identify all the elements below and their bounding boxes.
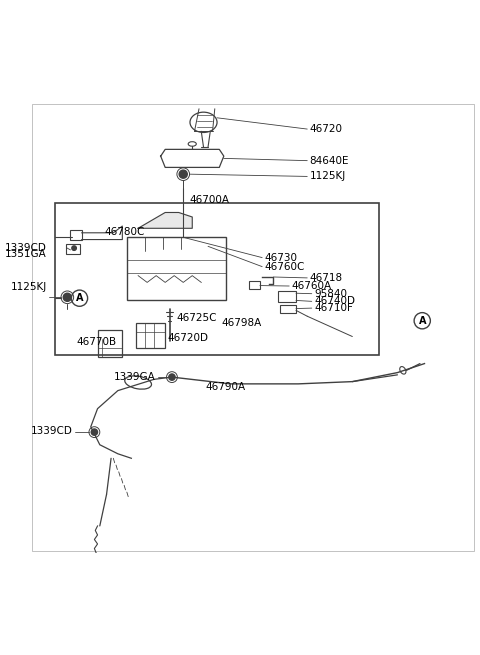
Circle shape <box>179 170 187 178</box>
Bar <box>97 329 122 357</box>
Text: 1339GA: 1339GA <box>113 372 155 382</box>
Text: 84640E: 84640E <box>310 156 349 166</box>
Polygon shape <box>138 212 192 229</box>
Text: 46740D: 46740D <box>314 296 355 307</box>
Circle shape <box>169 374 175 381</box>
Text: 46760C: 46760C <box>264 261 305 272</box>
Bar <box>71 230 82 240</box>
Bar <box>278 291 296 302</box>
Bar <box>136 323 165 348</box>
Text: 46720D: 46720D <box>168 333 208 343</box>
Circle shape <box>91 429 97 436</box>
Text: 46720: 46720 <box>310 124 343 134</box>
Text: 1125KJ: 1125KJ <box>11 282 47 292</box>
Text: 46700A: 46700A <box>189 195 229 205</box>
Text: 46770B: 46770B <box>76 337 116 347</box>
Text: 95840: 95840 <box>314 289 347 299</box>
Bar <box>280 305 296 313</box>
Text: A: A <box>419 316 426 326</box>
Text: 46798A: 46798A <box>222 318 262 328</box>
Text: 1351GA: 1351GA <box>5 250 47 259</box>
Text: 46710F: 46710F <box>314 303 353 313</box>
Text: 1339CD: 1339CD <box>31 426 73 436</box>
Bar <box>249 281 260 289</box>
Bar <box>55 204 379 354</box>
Bar <box>66 244 80 253</box>
Text: 46730: 46730 <box>264 253 298 263</box>
Circle shape <box>63 293 72 301</box>
Text: 46725C: 46725C <box>177 312 217 322</box>
Text: 1125KJ: 1125KJ <box>310 172 346 181</box>
Text: 46718: 46718 <box>310 273 343 283</box>
Text: 46760A: 46760A <box>291 281 332 291</box>
Text: 46790A: 46790A <box>206 383 246 392</box>
Text: 46780C: 46780C <box>105 227 145 237</box>
Text: A: A <box>76 293 83 303</box>
Bar <box>127 237 226 301</box>
Circle shape <box>72 246 76 250</box>
Text: 1339CD: 1339CD <box>5 243 47 253</box>
